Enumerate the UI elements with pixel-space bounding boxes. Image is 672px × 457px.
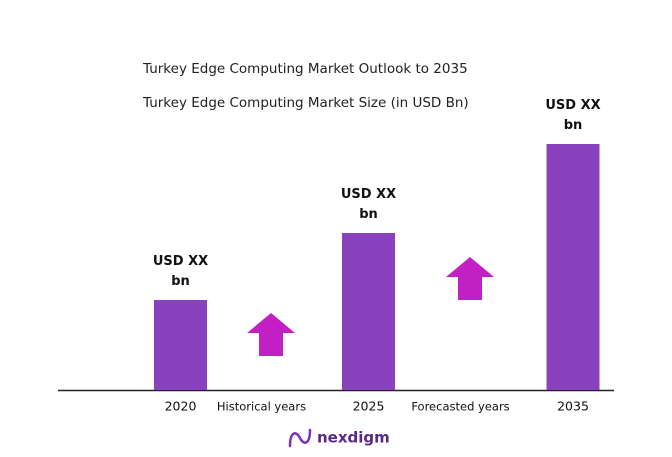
annotation: Historical years bbox=[217, 400, 306, 414]
value-label: USD XX bn bbox=[340, 187, 397, 222]
arrow bbox=[446, 257, 494, 300]
annotation: Forecasted years bbox=[411, 400, 509, 414]
value-label: USD XX bn bbox=[152, 254, 209, 289]
x-tick-label: 2035 bbox=[557, 399, 589, 414]
bar bbox=[154, 300, 207, 390]
chart-subtitle: Turkey Edge Computing Market Size (in US… bbox=[142, 95, 469, 111]
bar bbox=[546, 144, 600, 390]
value-label: USD XX bn bbox=[545, 98, 601, 133]
logo: nexdigm bbox=[288, 428, 390, 448]
logo-text: nexdigm bbox=[317, 429, 390, 447]
x-tick-label: 2025 bbox=[353, 399, 385, 414]
arrow bbox=[247, 313, 295, 356]
bar bbox=[342, 233, 395, 390]
chart-title: Turkey Edge Computing Market Outlook to … bbox=[142, 61, 468, 77]
x-tick-label: 2020 bbox=[165, 399, 197, 414]
logo-mark bbox=[288, 428, 312, 448]
